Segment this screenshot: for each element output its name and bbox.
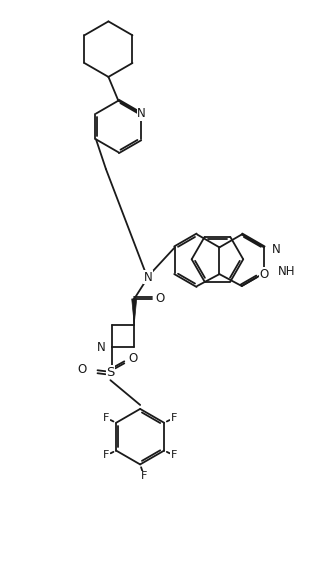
Text: F: F [103, 413, 110, 423]
Polygon shape [132, 299, 137, 325]
Text: O: O [77, 363, 87, 376]
Text: N: N [97, 341, 105, 354]
Text: N: N [144, 271, 153, 284]
Text: F: F [103, 451, 110, 460]
Text: O: O [155, 293, 165, 305]
Text: N: N [272, 243, 281, 256]
Text: F: F [141, 471, 147, 481]
Text: F: F [171, 451, 177, 460]
Text: NH: NH [278, 265, 295, 278]
Text: S: S [106, 366, 115, 379]
Text: O: O [260, 268, 269, 280]
Text: O: O [129, 352, 138, 365]
Text: F: F [171, 413, 177, 423]
Text: N: N [137, 107, 146, 120]
